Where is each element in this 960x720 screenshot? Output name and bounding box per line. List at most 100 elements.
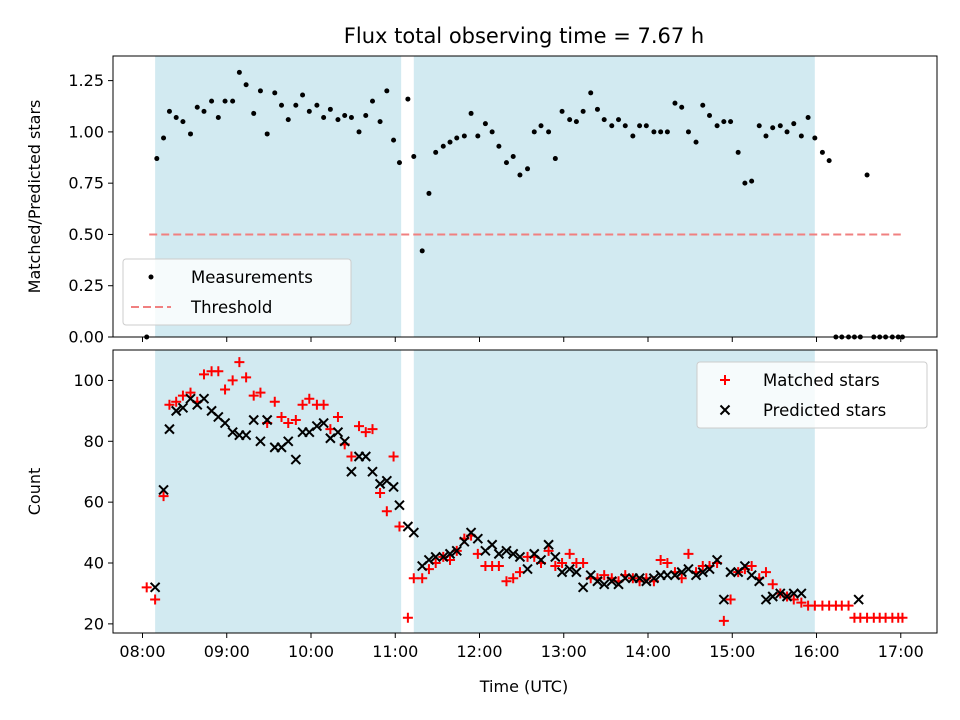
legend-matched-marker [720, 375, 730, 385]
measurement-point [342, 112, 348, 118]
predicted-star-point [690, 569, 702, 581]
measurement-point [538, 123, 544, 129]
measurement-point [166, 108, 172, 114]
x-tick-label: 16:00 [793, 642, 839, 661]
matched-star-point [725, 594, 736, 605]
matched-star-point [150, 594, 161, 605]
measurement-point [279, 102, 285, 108]
measurement-point [588, 90, 594, 96]
matched-star-point [354, 421, 365, 432]
predicted-star-point [438, 551, 449, 563]
measurement-point [805, 115, 811, 121]
matched-star-point [227, 375, 238, 386]
legend-predicted-marker [719, 404, 731, 416]
measurement-point [777, 123, 783, 129]
predicted-star-point [577, 582, 589, 593]
measurement-point [784, 129, 790, 135]
matched-star-point [767, 579, 778, 590]
measurement-point [306, 108, 312, 114]
measurement-point [433, 149, 439, 155]
y-tick-label: 0.75 [68, 174, 104, 193]
predicted-star-point [394, 499, 405, 511]
predicted-star-point [697, 566, 708, 578]
matched-star-point [402, 612, 413, 623]
measurement-point [335, 117, 341, 123]
y-tick-label: 0.00 [68, 328, 104, 347]
predicted-star-point [543, 539, 554, 550]
measurement-point [285, 117, 291, 123]
measurement-point [440, 143, 446, 149]
measurement-point [454, 135, 460, 141]
y-axis-label: Matched/Predicted stars [25, 100, 44, 294]
predicted-star-point [198, 393, 210, 404]
matched-star-point [388, 451, 399, 462]
measurement-point [475, 133, 481, 139]
predicted-star-point [149, 582, 161, 593]
predicted-star-point [775, 588, 786, 599]
x-tick-label: 13:00 [541, 642, 587, 661]
predicted-star-point [725, 566, 736, 578]
predicted-star-point [444, 548, 456, 560]
predicted-star-point [219, 417, 231, 429]
predicted-star-point [683, 563, 694, 575]
measurement-point [300, 92, 306, 98]
x-tick-label: 17:00 [878, 642, 924, 661]
matched-star-point [248, 390, 259, 401]
matched-star-point [564, 548, 575, 559]
predicted-star-point [746, 569, 757, 581]
predicted-star-point [311, 420, 323, 432]
legend-box [696, 361, 928, 429]
matched-star-point [578, 558, 589, 569]
matched-star-point [843, 600, 854, 611]
matched-star-point [760, 567, 771, 578]
measurement-point [314, 102, 320, 108]
measurement-point [763, 133, 769, 139]
measurement-point [173, 115, 179, 121]
matched-star-point [897, 612, 908, 623]
predicted-star-point [290, 454, 302, 465]
predicted-star-point [325, 433, 336, 444]
measurement-point [546, 129, 552, 135]
measurement-point [222, 98, 228, 104]
measurement-point [356, 129, 362, 135]
predicted-star-point [522, 563, 533, 575]
measurement-point [468, 110, 474, 116]
predicted-star-point [304, 426, 315, 438]
measurement-point [293, 102, 299, 108]
measurement-point [161, 135, 167, 141]
matched-star-point [543, 545, 554, 556]
predicted-star-point [177, 402, 189, 414]
matched-star-point [304, 393, 315, 404]
predicted-star-point [767, 591, 778, 602]
predicted-star-point [598, 579, 610, 590]
matched-star-point [360, 427, 371, 438]
measurement-point [664, 129, 670, 135]
y-tick-label: 60 [84, 493, 104, 512]
measurement-point [503, 160, 509, 166]
predicted-star-point [514, 551, 526, 563]
predicted-star-point [332, 426, 344, 438]
predicted-star-point [796, 588, 807, 599]
matched-star-point [198, 369, 209, 380]
measurement-point [384, 88, 390, 94]
matched-star-point [599, 570, 610, 581]
measurement-point [154, 156, 160, 162]
measurement-point [672, 100, 678, 106]
matched-star-point [276, 411, 287, 422]
measurement-point [826, 158, 832, 164]
predicted-star-point [255, 436, 266, 447]
measurement-point [396, 160, 402, 166]
measurement-point [651, 129, 657, 135]
y-tick-label: 1.00 [68, 122, 104, 141]
measurement-point [791, 121, 797, 127]
legend-predicted-label: Predicted stars [763, 401, 886, 420]
legend-threshold-label: Threshold [190, 298, 272, 317]
measurement-point [616, 117, 622, 123]
predicted-star-point [556, 566, 568, 578]
matched-star-point [171, 396, 182, 407]
predicted-star-point [346, 466, 357, 477]
measurement-point [411, 154, 417, 160]
predicted-star-point [669, 569, 681, 581]
matched-star-point [367, 424, 378, 435]
